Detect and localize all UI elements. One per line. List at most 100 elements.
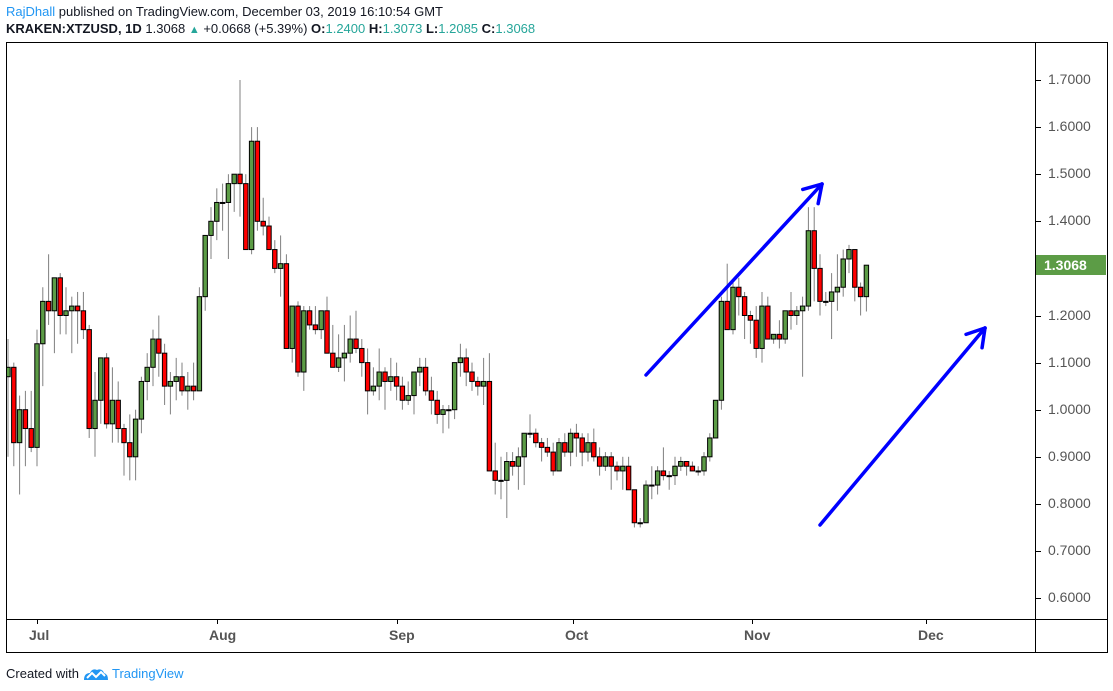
- tradingview-link[interactable]: TradingView: [111, 666, 184, 681]
- candle-down[interactable]: [422, 366, 429, 392]
- candle-down[interactable]: [596, 456, 603, 467]
- candle-up[interactable]: [370, 385, 377, 392]
- candle-up[interactable]: [196, 296, 203, 392]
- candle-up[interactable]: [515, 456, 522, 467]
- candle-down[interactable]: [127, 442, 133, 458]
- candle-down[interactable]: [312, 324, 319, 331]
- candle-up[interactable]: [214, 201, 220, 222]
- candle-down[interactable]: [765, 305, 771, 340]
- candle-down[interactable]: [80, 310, 87, 331]
- candle-up[interactable]: [799, 305, 806, 312]
- candle-down[interactable]: [434, 399, 440, 415]
- candle-down[interactable]: [399, 385, 406, 401]
- trend-arrow[interactable]: [818, 326, 987, 527]
- candle-up[interactable]: [457, 357, 464, 364]
- candle-up[interactable]: [388, 376, 394, 382]
- candle-up[interactable]: [759, 305, 765, 349]
- candle-down[interactable]: [45, 300, 52, 312]
- candle-down[interactable]: [295, 305, 301, 373]
- candle-up[interactable]: [643, 484, 649, 524]
- candle-down[interactable]: [788, 310, 794, 317]
- candle-down[interactable]: [509, 461, 516, 467]
- candle-down[interactable]: [736, 286, 742, 298]
- candle-down[interactable]: [857, 286, 864, 298]
- candle-down[interactable]: [353, 338, 359, 349]
- candle-down[interactable]: [179, 376, 185, 392]
- candle-down[interactable]: [283, 263, 290, 349]
- candle-up[interactable]: [620, 465, 626, 472]
- candle-up[interactable]: [654, 470, 661, 486]
- candle-down[interactable]: [266, 225, 272, 251]
- candle-up[interactable]: [318, 310, 324, 331]
- candle-up[interactable]: [695, 470, 701, 473]
- candle-down[interactable]: [741, 296, 748, 317]
- candle-up[interactable]: [602, 456, 609, 467]
- candle-up[interactable]: [347, 338, 353, 354]
- candle-up[interactable]: [446, 409, 452, 412]
- candle-down[interactable]: [747, 315, 754, 321]
- candle-up[interactable]: [225, 183, 232, 203]
- candle-down[interactable]: [550, 451, 556, 472]
- candle-down[interactable]: [156, 338, 162, 354]
- candle-down[interactable]: [469, 371, 475, 382]
- candle-up[interactable]: [672, 465, 678, 477]
- candle-up[interactable]: [417, 366, 423, 373]
- candle-up[interactable]: [649, 484, 655, 487]
- candle-down[interactable]: [492, 470, 498, 481]
- candle-up[interactable]: [504, 461, 510, 481]
- candle-up[interactable]: [132, 418, 139, 458]
- author-link[interactable]: RajDhall: [6, 4, 56, 19]
- candle-up[interactable]: [208, 220, 214, 236]
- candle-down[interactable]: [359, 347, 365, 364]
- candle-down[interactable]: [86, 329, 92, 430]
- candle-up[interactable]: [301, 310, 307, 373]
- candle-down[interactable]: [306, 310, 313, 326]
- candle-down[interactable]: [538, 442, 545, 448]
- candle-up[interactable]: [730, 286, 736, 331]
- candle-up[interactable]: [556, 442, 562, 472]
- candle-up[interactable]: [6, 366, 11, 378]
- candle-down[interactable]: [364, 362, 371, 392]
- candle-down[interactable]: [463, 357, 469, 373]
- candle-down[interactable]: [689, 465, 696, 472]
- candle-down[interactable]: [660, 470, 667, 477]
- candle-down[interactable]: [382, 371, 388, 382]
- candle-down[interactable]: [254, 140, 261, 222]
- candle-up[interactable]: [678, 461, 684, 467]
- candle-up[interactable]: [782, 310, 788, 340]
- candle-up[interactable]: [770, 333, 777, 340]
- candle-up[interactable]: [834, 286, 841, 293]
- candle-up[interactable]: [637, 522, 643, 525]
- candle-up[interactable]: [138, 380, 145, 420]
- candle-up[interactable]: [92, 399, 98, 430]
- candle-down[interactable]: [324, 310, 330, 354]
- candle-down[interactable]: [243, 183, 249, 251]
- candle-up[interactable]: [376, 371, 382, 387]
- candle-down[interactable]: [28, 428, 34, 448]
- candle-down[interactable]: [614, 465, 620, 472]
- candle-down[interactable]: [562, 442, 568, 453]
- candle-up[interactable]: [202, 234, 208, 298]
- candle-down[interactable]: [428, 390, 435, 401]
- candle-down[interactable]: [393, 376, 400, 387]
- candle-up[interactable]: [341, 352, 348, 359]
- candle-up[interactable]: [167, 380, 174, 387]
- candle-down[interactable]: [260, 220, 266, 227]
- candle-up[interactable]: [34, 343, 40, 448]
- candle-down[interactable]: [852, 249, 858, 288]
- candle-up[interactable]: [109, 399, 116, 425]
- candle-up[interactable]: [527, 432, 533, 435]
- candle-up[interactable]: [666, 475, 672, 478]
- candle-up[interactable]: [567, 432, 574, 453]
- candle-down[interactable]: [272, 249, 278, 269]
- candle-up[interactable]: [248, 140, 255, 251]
- candle-up[interactable]: [794, 310, 800, 317]
- candle-up[interactable]: [863, 264, 870, 298]
- candle-down[interactable]: [57, 277, 63, 317]
- candle-up[interactable]: [63, 310, 69, 317]
- candle-up[interactable]: [828, 291, 835, 302]
- candle-down[interactable]: [22, 409, 29, 430]
- candle-up[interactable]: [98, 357, 104, 401]
- candle-down[interactable]: [544, 446, 551, 453]
